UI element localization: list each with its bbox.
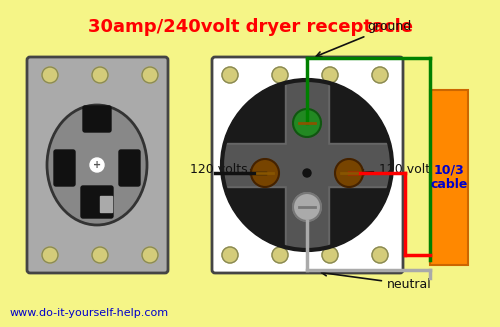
Circle shape	[293, 109, 321, 137]
Circle shape	[272, 247, 288, 263]
Bar	[224, 145, 390, 185]
Circle shape	[251, 159, 279, 187]
Circle shape	[142, 247, 158, 263]
Text: neutral: neutral	[322, 271, 432, 291]
Circle shape	[335, 159, 363, 187]
Circle shape	[42, 67, 58, 83]
Text: +: +	[93, 160, 101, 170]
Circle shape	[322, 247, 338, 263]
Circle shape	[90, 158, 104, 172]
Circle shape	[222, 67, 238, 83]
Circle shape	[372, 67, 388, 83]
Circle shape	[222, 80, 392, 250]
FancyBboxPatch shape	[83, 106, 111, 132]
Text: www.do-it-yourself-help.com: www.do-it-yourself-help.com	[10, 308, 169, 318]
FancyBboxPatch shape	[212, 57, 403, 273]
Circle shape	[92, 247, 108, 263]
FancyBboxPatch shape	[81, 186, 113, 218]
Text: ground: ground	[316, 20, 411, 57]
Circle shape	[372, 247, 388, 263]
Circle shape	[222, 80, 392, 250]
Text: 120 volts: 120 volts	[358, 163, 436, 176]
Text: 10/3
cable: 10/3 cable	[430, 164, 468, 192]
Bar	[287, 82, 327, 248]
Circle shape	[293, 193, 321, 221]
Circle shape	[222, 247, 238, 263]
Circle shape	[322, 67, 338, 83]
Ellipse shape	[47, 105, 147, 225]
Bar	[285, 83, 329, 247]
Circle shape	[303, 169, 311, 177]
Circle shape	[142, 67, 158, 83]
Bar	[225, 143, 389, 187]
Bar	[100, 196, 112, 212]
Circle shape	[92, 67, 108, 83]
Text: 120 volts: 120 volts	[190, 163, 256, 176]
Text: 30amp/240volt dryer receptacle: 30amp/240volt dryer receptacle	[88, 18, 412, 36]
Bar	[430, 90, 468, 265]
FancyBboxPatch shape	[27, 57, 168, 273]
Circle shape	[272, 67, 288, 83]
FancyBboxPatch shape	[54, 150, 75, 186]
Circle shape	[42, 247, 58, 263]
FancyBboxPatch shape	[119, 150, 140, 186]
